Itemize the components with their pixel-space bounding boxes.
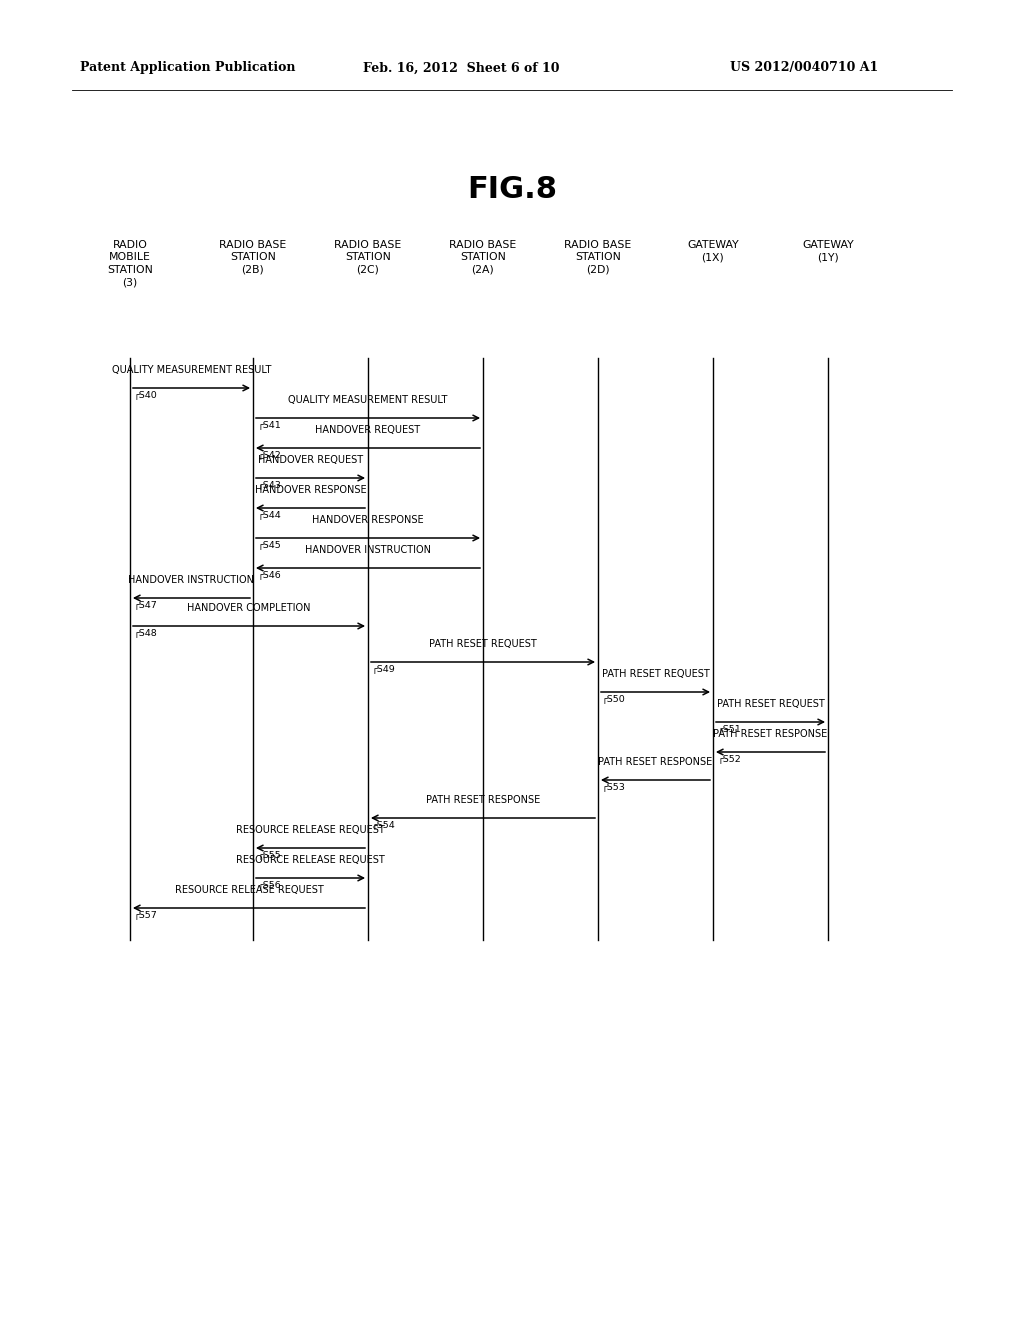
Text: ┌S42: ┌S42 [257,450,281,459]
Text: PATH RESET RESPONSE: PATH RESET RESPONSE [714,729,827,739]
Text: RADIO BASE
STATION
(2C): RADIO BASE STATION (2C) [335,240,401,275]
Text: PATH RESET REQUEST: PATH RESET REQUEST [717,700,824,709]
Text: HANDOVER INSTRUCTION: HANDOVER INSTRUCTION [128,576,255,585]
Text: ┌S43: ┌S43 [257,480,281,488]
Text: ┌S40: ┌S40 [134,389,158,399]
Text: ┌S41: ┌S41 [257,420,281,429]
Text: ┌S49: ┌S49 [372,664,395,673]
Text: ┌S55: ┌S55 [257,850,281,859]
Text: ┌S46: ┌S46 [257,570,281,579]
Text: HANDOVER RESPONSE: HANDOVER RESPONSE [255,484,367,495]
Text: ┌S47: ┌S47 [134,601,158,609]
Text: GATEWAY
(1Y): GATEWAY (1Y) [802,240,854,263]
Text: FIG.8: FIG.8 [467,176,557,205]
Text: Patent Application Publication: Patent Application Publication [80,62,296,74]
Text: RADIO
MOBILE
STATION
(3): RADIO MOBILE STATION (3) [108,240,153,288]
Text: ┌S51: ┌S51 [717,723,740,733]
Text: HANDOVER REQUEST: HANDOVER REQUEST [315,425,421,436]
Text: ┌S44: ┌S44 [257,510,281,519]
Text: ┌S48: ┌S48 [134,628,158,638]
Text: ┌S57: ┌S57 [134,909,158,919]
Text: PATH RESET RESPONSE: PATH RESET RESPONSE [426,795,540,805]
Text: ┌S56: ┌S56 [257,880,281,888]
Text: QUALITY MEASUREMENT RESULT: QUALITY MEASUREMENT RESULT [112,366,271,375]
Text: RADIO BASE
STATION
(2D): RADIO BASE STATION (2D) [564,240,632,275]
Text: PATH RESET RESPONSE: PATH RESET RESPONSE [598,756,713,767]
Text: HANDOVER COMPLETION: HANDOVER COMPLETION [187,603,310,612]
Text: RADIO BASE
STATION
(2A): RADIO BASE STATION (2A) [450,240,517,275]
Text: PATH RESET REQUEST: PATH RESET REQUEST [429,639,537,649]
Text: ┌S45: ┌S45 [257,540,281,549]
Text: PATH RESET REQUEST: PATH RESET REQUEST [602,669,710,678]
Text: ┌S50: ┌S50 [602,694,626,704]
Text: RESOURCE RELEASE REQUEST: RESOURCE RELEASE REQUEST [237,855,385,865]
Text: HANDOVER RESPONSE: HANDOVER RESPONSE [312,515,424,525]
Text: HANDOVER INSTRUCTION: HANDOVER INSTRUCTION [305,545,431,554]
Text: RESOURCE RELEASE REQUEST: RESOURCE RELEASE REQUEST [175,884,324,895]
Text: QUALITY MEASUREMENT RESULT: QUALITY MEASUREMENT RESULT [289,395,447,405]
Text: ┌S52: ┌S52 [717,754,740,763]
Text: US 2012/0040710 A1: US 2012/0040710 A1 [730,62,879,74]
Text: Feb. 16, 2012  Sheet 6 of 10: Feb. 16, 2012 Sheet 6 of 10 [362,62,559,74]
Text: ┌S53: ┌S53 [602,781,626,791]
Text: HANDOVER REQUEST: HANDOVER REQUEST [258,455,364,465]
Text: GATEWAY
(1X): GATEWAY (1X) [687,240,738,263]
Text: RADIO BASE
STATION
(2B): RADIO BASE STATION (2B) [219,240,287,275]
Text: RESOURCE RELEASE REQUEST: RESOURCE RELEASE REQUEST [237,825,385,836]
Text: ┌S54: ┌S54 [372,820,395,829]
